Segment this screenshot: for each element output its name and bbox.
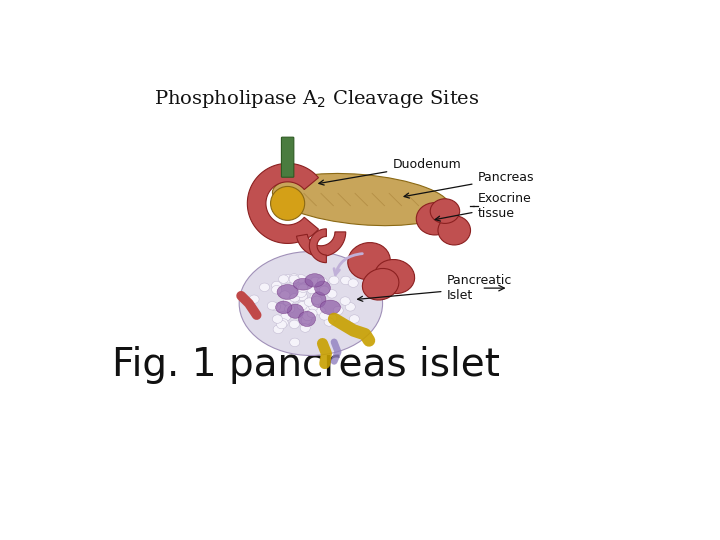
- Ellipse shape: [300, 324, 310, 332]
- Ellipse shape: [296, 284, 306, 292]
- Ellipse shape: [320, 300, 341, 315]
- Ellipse shape: [327, 289, 337, 298]
- Ellipse shape: [271, 302, 281, 311]
- Polygon shape: [248, 164, 318, 244]
- Ellipse shape: [302, 299, 312, 307]
- Ellipse shape: [272, 315, 282, 323]
- Ellipse shape: [362, 268, 399, 300]
- Ellipse shape: [310, 293, 320, 301]
- Ellipse shape: [374, 260, 415, 294]
- Ellipse shape: [279, 275, 289, 284]
- Ellipse shape: [239, 252, 382, 355]
- Ellipse shape: [341, 276, 351, 285]
- Ellipse shape: [282, 274, 292, 283]
- FancyBboxPatch shape: [282, 137, 294, 177]
- Ellipse shape: [298, 284, 308, 293]
- Ellipse shape: [296, 289, 306, 298]
- Polygon shape: [310, 229, 326, 262]
- Ellipse shape: [431, 199, 459, 224]
- Ellipse shape: [416, 202, 454, 235]
- Ellipse shape: [319, 286, 329, 294]
- Polygon shape: [297, 232, 346, 256]
- Ellipse shape: [311, 292, 326, 307]
- Ellipse shape: [315, 281, 330, 295]
- Ellipse shape: [305, 298, 315, 306]
- Ellipse shape: [301, 316, 311, 325]
- Ellipse shape: [276, 303, 286, 312]
- Ellipse shape: [281, 313, 291, 321]
- Ellipse shape: [320, 312, 330, 320]
- Ellipse shape: [308, 302, 318, 310]
- Ellipse shape: [296, 274, 306, 283]
- Ellipse shape: [333, 306, 343, 315]
- Ellipse shape: [297, 301, 307, 310]
- Ellipse shape: [289, 274, 299, 282]
- Ellipse shape: [301, 302, 311, 311]
- Ellipse shape: [271, 186, 305, 220]
- Ellipse shape: [289, 338, 300, 347]
- Ellipse shape: [276, 301, 292, 314]
- Ellipse shape: [289, 294, 300, 302]
- Ellipse shape: [324, 318, 334, 326]
- Ellipse shape: [259, 283, 269, 292]
- Ellipse shape: [307, 309, 317, 318]
- Ellipse shape: [289, 275, 299, 284]
- Ellipse shape: [312, 296, 322, 305]
- Ellipse shape: [302, 312, 312, 321]
- Ellipse shape: [297, 292, 307, 301]
- Ellipse shape: [277, 285, 298, 299]
- Text: Phospholipase A$_2$ Cleavage Sites: Phospholipase A$_2$ Cleavage Sites: [154, 88, 480, 110]
- Ellipse shape: [438, 215, 471, 245]
- Ellipse shape: [284, 305, 294, 313]
- Ellipse shape: [293, 279, 313, 290]
- Ellipse shape: [289, 320, 300, 328]
- Ellipse shape: [299, 311, 315, 327]
- Ellipse shape: [349, 315, 359, 323]
- Ellipse shape: [276, 320, 287, 329]
- Ellipse shape: [348, 242, 390, 280]
- Ellipse shape: [315, 307, 325, 315]
- Ellipse shape: [287, 304, 304, 318]
- Text: Pancreatic
Islet: Pancreatic Islet: [358, 274, 512, 302]
- Ellipse shape: [305, 274, 325, 287]
- Ellipse shape: [267, 301, 277, 310]
- Text: Fig. 1 pancreas islet: Fig. 1 pancreas islet: [112, 346, 500, 384]
- Ellipse shape: [273, 325, 283, 334]
- Text: Exocrine
tissue: Exocrine tissue: [435, 192, 531, 221]
- Ellipse shape: [318, 278, 328, 286]
- Ellipse shape: [346, 302, 356, 311]
- Ellipse shape: [329, 276, 339, 285]
- Ellipse shape: [271, 286, 282, 294]
- Ellipse shape: [283, 298, 293, 306]
- Ellipse shape: [310, 277, 320, 286]
- Ellipse shape: [340, 297, 350, 305]
- Ellipse shape: [278, 319, 288, 327]
- Ellipse shape: [249, 295, 259, 303]
- Ellipse shape: [280, 291, 290, 299]
- Text: Pancreas: Pancreas: [404, 172, 534, 198]
- Ellipse shape: [327, 314, 337, 322]
- Text: Duodenum: Duodenum: [319, 158, 461, 185]
- Ellipse shape: [272, 173, 450, 226]
- Ellipse shape: [307, 285, 317, 294]
- Ellipse shape: [300, 310, 310, 319]
- Ellipse shape: [271, 281, 282, 290]
- Ellipse shape: [348, 279, 359, 287]
